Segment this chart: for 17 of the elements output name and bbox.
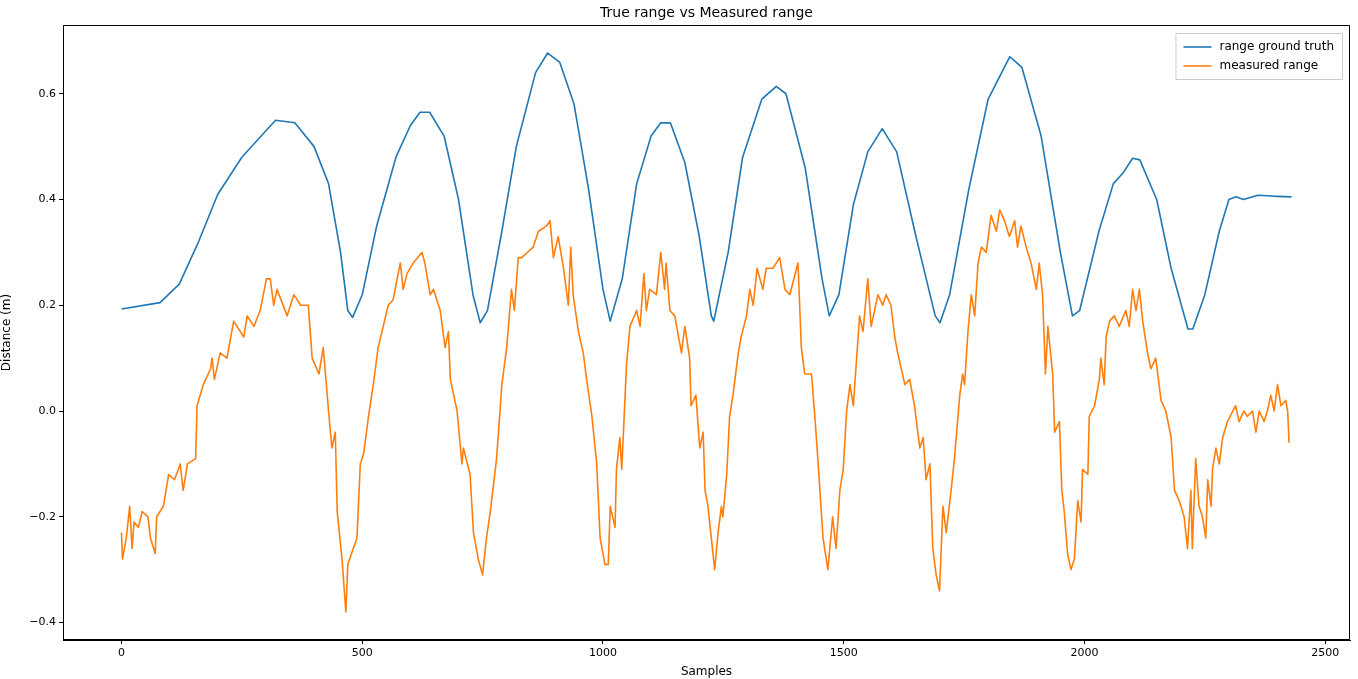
y-tick-label: −0.4 <box>29 615 56 629</box>
x-axis-title: Samples <box>680 663 733 678</box>
x-tick-label: 1500 <box>829 646 858 660</box>
legend-label: measured range <box>1219 58 1319 73</box>
y-tick-label: 0.6 <box>38 86 56 100</box>
y-axis-title: Distance (m) <box>0 293 14 372</box>
legend-label: range ground truth <box>1219 39 1335 54</box>
x-tick-label: 2000 <box>1070 646 1099 660</box>
y-tick-label: 0.2 <box>38 298 56 312</box>
x-tick-label: 2500 <box>1311 646 1340 660</box>
y-tick-label: 0.4 <box>38 192 56 206</box>
x-tick-label: 0 <box>118 646 125 660</box>
chart-title: True range vs Measured range <box>599 3 813 20</box>
x-tick-label: 1000 <box>588 646 617 660</box>
y-tick-label: 0.0 <box>38 403 56 417</box>
y-tick-label: −0.2 <box>29 509 56 523</box>
x-tick-label: 500 <box>351 646 373 660</box>
